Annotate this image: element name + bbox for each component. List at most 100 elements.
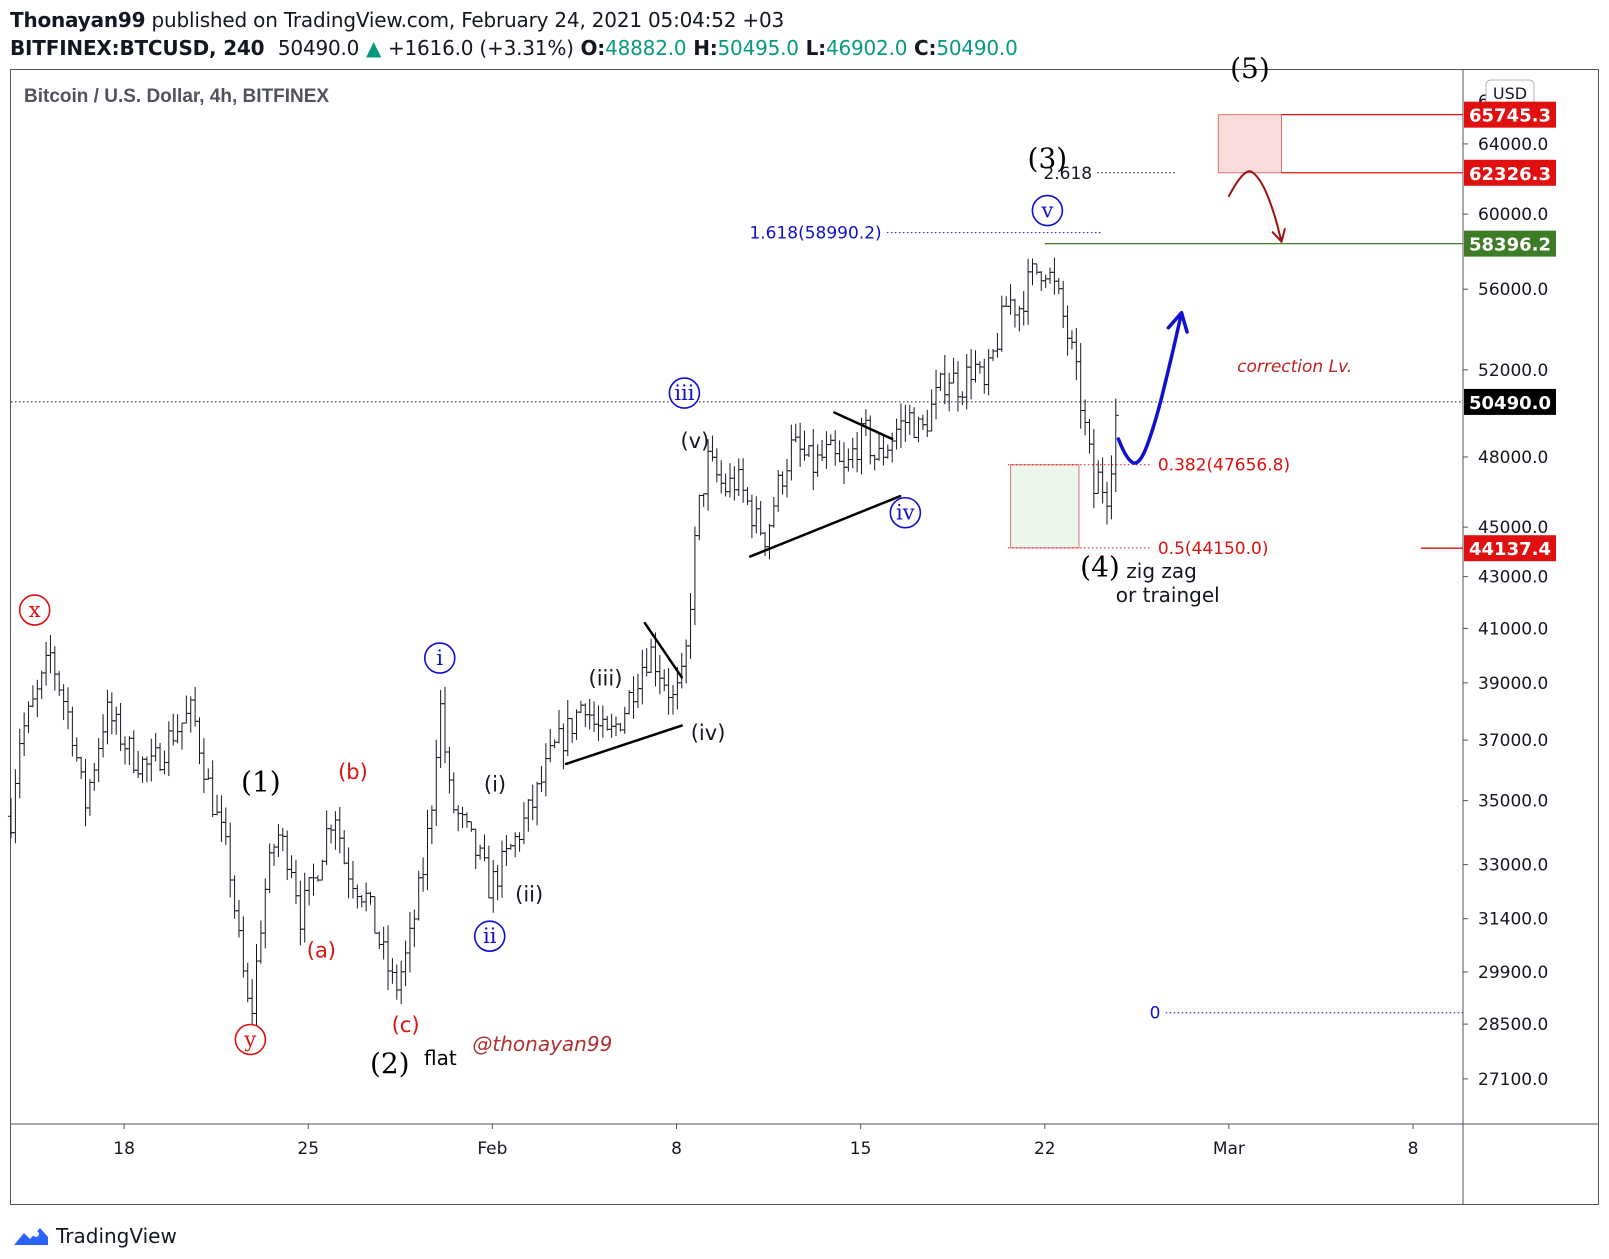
ohlc-bar [906,404,913,435]
circle-wave-text: iv [896,501,915,525]
x-tick-label: 15 [850,1139,872,1159]
ohlc-bar [424,809,431,891]
ohlc-bar [731,466,738,501]
ohlc-bar [924,409,931,437]
ohlc-bar [823,431,830,469]
ohlc-bar [626,690,633,715]
symbol: BITFINEX:BTCUSD, 240 [10,36,265,60]
ohlc-bar [880,436,887,466]
circle-wave-label: ii [473,920,506,952]
ohlc-bar [941,354,948,405]
price-axis-label: 50490.0 [1464,388,1556,415]
triangle-iv-upper [643,621,684,679]
ohlc-bar [279,827,286,852]
circle-wave-text: i [436,646,443,670]
ohlc-bar [231,875,238,919]
ohlc-bar [323,810,330,866]
ohlc-bar [139,756,146,783]
ohlc-bar [490,860,497,913]
ohlc-bar [218,795,225,842]
price-axis-label: 44137.4 [1464,535,1556,562]
ohlc-bar [332,811,339,850]
high-value: 50495.0 [717,36,800,60]
wave-label: or traingel [1116,583,1220,607]
wave-label: @thonayan99 [472,1032,612,1056]
ohlc-bar [266,843,273,894]
ohlc-bar [16,728,23,799]
ohlc-bar [446,746,453,794]
ohlc-bar [297,880,304,946]
ohlc-bar [556,710,563,744]
ohlc-bar [104,689,111,745]
x-tick-label: 25 [297,1139,319,1159]
x-tick-label: 8 [1408,1139,1419,1159]
ohlc-bar [797,422,804,467]
ohlc-bar [1086,418,1093,454]
ohlc-bar [770,497,777,528]
ohlc-bar [753,496,760,534]
ohlc-bar [130,730,137,774]
triangle-iv-big-lower [748,494,902,558]
ohlc-bar [775,469,782,512]
ohlc-bar [551,739,558,749]
ohlc-bar [472,828,479,869]
ohlc-bar [814,444,821,478]
ohlc-bar [1003,296,1010,307]
footer: TradingView [12,1224,177,1248]
ohlc-bar [525,799,532,832]
wave-label: (iv) [691,721,726,745]
ohlc-bar [735,458,742,496]
y-tick-label: 52000.0 [1478,361,1548,381]
ohlc-bar [792,423,799,443]
price-axis-label-text: 65745.3 [1469,106,1551,127]
y-tick-label: 29900.0 [1478,963,1548,983]
ohlc-bar [358,895,365,908]
y-tick-label: 64000.0 [1478,135,1548,155]
ohlc-bar [512,832,519,858]
low-value: 46902.0 [825,36,908,60]
circle-wave-ring [423,642,456,674]
ohlc-bar [477,844,484,860]
ohlc-bar [485,845,492,899]
ohlc-bar [51,646,58,691]
ohlc-bar [100,714,107,758]
ohlc-bar [621,706,628,734]
ohlc-bar [854,432,861,473]
ohlc-bar [902,404,909,442]
circle-wave-ring [18,594,51,626]
ohlc-bar [38,670,45,700]
close-value: 50490.0 [936,36,1018,60]
fib-1618-label: 1.618(58990.2) [749,224,881,244]
ohlc-bar [840,442,847,484]
price-axis-label: 62326.3 [1464,159,1556,186]
ohlc-bar [380,926,387,960]
ohlc-bar [455,805,462,832]
ohlc-bar [595,705,602,741]
ohlc-bar [301,872,308,943]
change-value: +1616.0 (+3.31%) [387,36,574,60]
ohlc-bar [393,964,400,1000]
ohlc-bar [78,756,85,780]
ohlc-bar [661,669,668,692]
ohlc-bar [788,424,795,481]
circle-wave-text: x [29,598,41,622]
y-tick-label: 45000.0 [1478,518,1548,538]
ohlc-bar [801,430,808,461]
chart-frame[interactable] [10,69,1599,1205]
price-axis-label-text: 44137.4 [1469,539,1551,560]
open-label: O: [580,36,606,60]
ohlc-bar [499,840,506,898]
ohlc-bar [143,756,150,783]
ohlc-bar [209,760,216,818]
ohlc-bar [933,369,940,420]
ohlc-bar [319,859,326,881]
ohlc-bar [463,812,470,828]
ohlc-bar [371,896,378,934]
ohlc-bar [937,372,944,392]
x-tick-label: 18 [113,1139,135,1159]
ohlc-bar [406,911,413,973]
wave-label: (c) [392,1013,420,1037]
ohlc-bar [884,444,891,459]
ohlc-bar [783,458,790,498]
